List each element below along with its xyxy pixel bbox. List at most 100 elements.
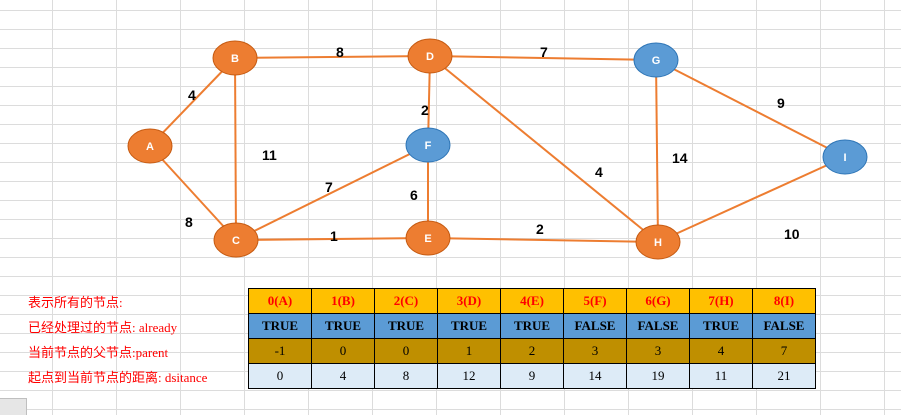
cell-nodes-0[interactable]: 0(A) [248,288,312,314]
cell-distance-7[interactable]: 11 [689,363,753,389]
row-label-already: 已经处理过的节点: already [28,319,178,335]
cell-parent-2[interactable]: 0 [374,338,438,364]
edge-weight-H-I: 10 [784,226,800,242]
edge-weight-C-F: 7 [325,179,333,195]
node-circle-C[interactable] [213,222,259,258]
cell-nodes-3[interactable]: 3(D) [437,288,501,314]
node-label-H: H [654,237,662,249]
edge-B-C [234,57,237,241]
cell-distance-6[interactable]: 19 [626,363,690,389]
cell-parent-4[interactable]: 2 [500,338,564,364]
node-circle-H[interactable] [635,224,681,260]
edge-weight-B-D: 8 [336,44,344,60]
edge-weight-D-H: 4 [595,164,603,180]
edge-weight-G-H: 14 [672,150,688,166]
cell-nodes-2[interactable]: 2(C) [374,288,438,314]
cell-distance-0[interactable]: 0 [248,363,312,389]
node-circle-B[interactable] [212,40,258,76]
cell-distance-3[interactable]: 12 [437,363,501,389]
node-label-A: A [146,141,154,153]
sheet-corner [0,398,27,415]
cell-distance-2[interactable]: 8 [374,363,438,389]
node-label-B: B [231,53,239,65]
edge-weight-D-G: 7 [540,44,548,60]
edge-weight-C-E: 1 [330,228,338,244]
cell-already-8[interactable]: FALSE [752,313,816,339]
edge-weight-B-C: 11 [262,147,277,163]
table-row-nodes: 表示所有的节点: 0(A) 1(B) 2(C) 3(D) 4(E) 5(F) 6(G) 7(H)… [25,288,816,314]
node-label-E: E [424,233,431,245]
cell-nodes-8[interactable]: 8(I) [752,288,816,314]
node-circle-F[interactable] [405,127,451,163]
edge-weight-E-F: 6 [410,187,418,203]
cell-already-0[interactable]: TRUE [248,313,312,339]
row-label-distance: 起点到当前节点的距离: dsitance [28,369,208,385]
graph-node-B[interactable]: B [212,40,258,76]
graph-node-F[interactable]: F [405,127,451,163]
edge-D-H [429,55,659,243]
cell-already-7[interactable]: TRUE [689,313,753,339]
edge-E-H [427,237,659,243]
node-circle-I[interactable] [822,139,868,175]
row-label-parent: 当前节点的父节点:parent [28,344,169,360]
edge-D-G [429,55,657,61]
edge-C-E [235,237,429,241]
edge-A-B [149,57,236,147]
edge-weight-A-B: 4 [188,87,196,103]
graph-node-D[interactable]: D [407,38,453,74]
node-circle-D[interactable] [407,38,453,74]
cell-already-4[interactable]: TRUE [500,313,564,339]
edge-B-D [234,55,431,59]
graph-node-A[interactable]: A [127,128,173,164]
node-circle-A[interactable] [127,128,173,164]
node-label-D: D [426,51,434,63]
cell-parent-1[interactable]: 0 [311,338,375,364]
cell-nodes-6[interactable]: 6(G) [626,288,690,314]
node-label-F: F [425,140,432,152]
edge-weight-D-F: 2 [421,102,429,118]
cell-nodes-1[interactable]: 1(B) [311,288,375,314]
cell-already-2[interactable]: TRUE [374,313,438,339]
cell-nodes-7[interactable]: 7(H) [689,288,753,314]
graph-node-C[interactable]: C [213,222,259,258]
cell-nodes-5[interactable]: 5(F) [563,288,627,314]
table-row-already: 已经处理过的节点: already TRUE TRUE TRUE TRUE TRUE FAL… [25,313,816,339]
edge-C-F [235,144,429,241]
cell-parent-8[interactable]: 7 [752,338,816,364]
cell-parent-7[interactable]: 4 [689,338,753,364]
row-label-nodes: 表示所有的节点: [28,294,123,310]
edge-weight-A-C: 8 [185,214,193,230]
edge-weight-E-H: 2 [536,221,544,237]
cell-already-6[interactable]: FALSE [626,313,690,339]
cell-parent-5[interactable]: 3 [563,338,627,364]
cell-parent-0[interactable]: -1 [248,338,312,364]
node-label-C: C [232,235,240,247]
edge-G-I [655,59,846,158]
node-label-G: G [652,55,661,67]
node-circle-G[interactable] [633,42,679,78]
graph-node-H[interactable]: H [635,224,681,260]
table-row-parent: 当前节点的父节点:parent -1 0 0 1 2 3 3 4 7 [25,338,816,364]
cell-distance-5[interactable]: 14 [563,363,627,389]
edge-G-H [655,59,659,243]
graph-node-I[interactable]: I [822,139,868,175]
cell-already-3[interactable]: TRUE [437,313,501,339]
cell-distance-4[interactable]: 9 [500,363,564,389]
edge-weight-G-I: 9 [777,95,785,111]
cell-already-5[interactable]: FALSE [563,313,627,339]
cell-parent-3[interactable]: 1 [437,338,501,364]
cell-distance-8[interactable]: 21 [752,363,816,389]
cell-parent-6[interactable]: 3 [626,338,690,364]
dijkstra-state-table: 表示所有的节点: 0(A) 1(B) 2(C) 3(D) 4(E) 5(F) 6(G) 7(H)… [25,288,816,389]
node-label-I: I [843,152,846,164]
graph-node-G[interactable]: G [633,42,679,78]
table-row-distance: 起点到当前节点的距离: dsitance 0 4 8 12 9 14 19 11 21 [25,363,816,389]
cell-nodes-4[interactable]: 4(E) [500,288,564,314]
graph-node-E[interactable]: E [405,220,451,256]
edge-A-C [149,145,237,241]
cell-already-1[interactable]: TRUE [311,313,375,339]
dijkstra-graph: 4 8 11 8 1 7 2 7 4 6 2 14 9 10 A B C D E F G H I [127,38,868,260]
node-circle-E[interactable] [405,220,451,256]
cell-distance-1[interactable]: 4 [311,363,375,389]
